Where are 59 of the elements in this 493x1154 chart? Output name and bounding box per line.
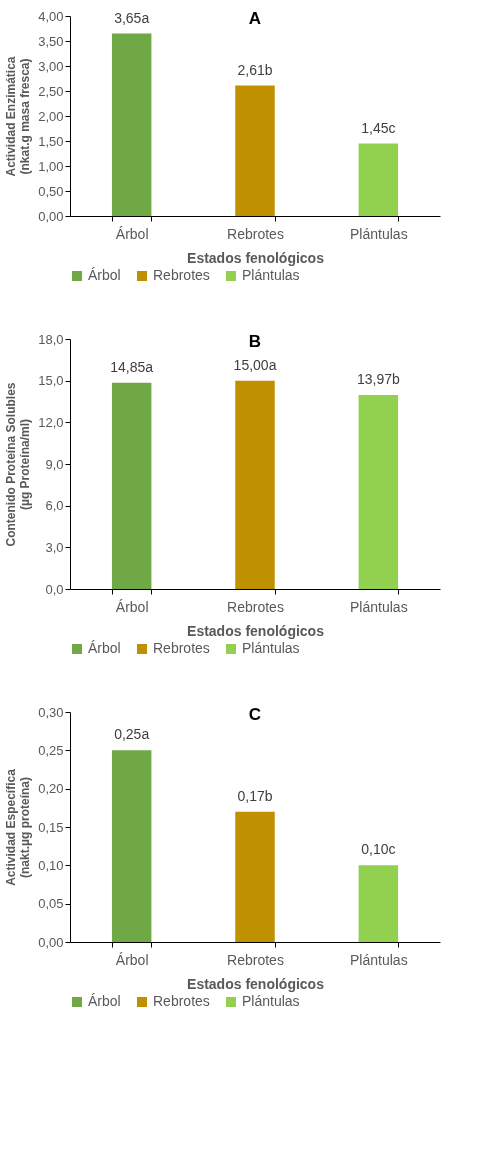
legend-label: Árbol — [88, 993, 121, 1009]
legend-label: Plántulas — [242, 640, 300, 656]
y-tick-label: 3,50 — [38, 33, 64, 49]
chart-title: C — [248, 705, 262, 724]
x-tick-label: Árbol — [115, 598, 149, 615]
y-tick-label: 15,0 — [38, 373, 64, 389]
y-tick-label: 0,20 — [38, 781, 64, 797]
y-tick-label: 0,30 — [38, 704, 64, 720]
y-tick-label: 1,00 — [38, 158, 64, 174]
legend-label: Plántulas — [242, 993, 300, 1009]
y-tick-label: 6,0 — [45, 498, 64, 514]
x-axis-title: Estados fenológicos — [187, 249, 325, 266]
legend-label: Árbol — [88, 640, 121, 656]
y-tick-label: 0,10 — [38, 857, 64, 873]
y-tick-label: 0,50 — [38, 183, 64, 199]
y-tick-label: 0,05 — [38, 896, 64, 912]
y-tick-label: 12,0 — [38, 414, 64, 430]
y-tick-label: 3,00 — [38, 58, 64, 74]
y-tick-label: 2,00 — [38, 108, 64, 124]
data-label: 0,10c — [361, 841, 396, 858]
y-tick-label: 9,0 — [45, 456, 64, 472]
data-label: 13,97b — [356, 370, 400, 387]
x-axis-title: Estados fenológicos — [187, 622, 325, 639]
x-tick-label: Árbol — [115, 225, 149, 242]
y-tick-label: 4,00 — [38, 8, 64, 24]
x-tick-label: Plántulas — [350, 598, 408, 615]
data-label: 0,25a — [114, 726, 150, 743]
data-label: 2,61b — [237, 61, 273, 78]
x-tick-label: Rebrotes — [227, 598, 284, 615]
x-tick-label: Rebrotes — [227, 225, 284, 242]
legend-label: Rebrotes — [153, 640, 210, 656]
x-tick-label: Plántulas — [350, 225, 408, 242]
data-label: 14,85a — [110, 358, 154, 375]
x-tick-label: Plántulas — [350, 951, 408, 968]
y-axis-title: Contenido Proteína Solubles (µg Proteína/ml) — [4, 382, 33, 547]
data-label: 1,45c — [361, 119, 396, 136]
chart-title: A — [248, 9, 262, 28]
x-tick-label: Árbol — [115, 951, 149, 968]
y-tick-label: 0,00 — [38, 934, 64, 950]
chart-title: B — [248, 332, 262, 351]
y-axis-title: Actividad Específica (nakt.µg proteína) — [4, 768, 33, 886]
legend-label: Rebrotes — [153, 993, 210, 1009]
y-tick-label: 0,0 — [45, 581, 64, 597]
y-tick-label: 0,15 — [38, 819, 64, 835]
data-label: 15,00a — [233, 356, 277, 373]
y-axis-title: Actividad Enzimática (nkat.g masa fresca) — [4, 56, 33, 177]
y-tick-label: 0,00 — [38, 208, 64, 224]
legend-label: Plántulas — [242, 267, 300, 283]
y-tick-label: 3,0 — [45, 539, 64, 555]
legend-label: Árbol — [88, 267, 121, 283]
x-tick-label: Rebrotes — [227, 951, 284, 968]
y-tick-label: 0,25 — [38, 742, 64, 758]
y-tick-label: 2,50 — [38, 83, 64, 99]
y-tick-label: 18,0 — [38, 331, 64, 347]
data-label: 0,17b — [237, 787, 273, 804]
y-tick-label: 1,50 — [38, 133, 64, 149]
x-axis-title: Estados fenológicos — [187, 975, 325, 992]
data-label: 3,65a — [114, 9, 150, 26]
legend-label: Rebrotes — [153, 267, 210, 283]
